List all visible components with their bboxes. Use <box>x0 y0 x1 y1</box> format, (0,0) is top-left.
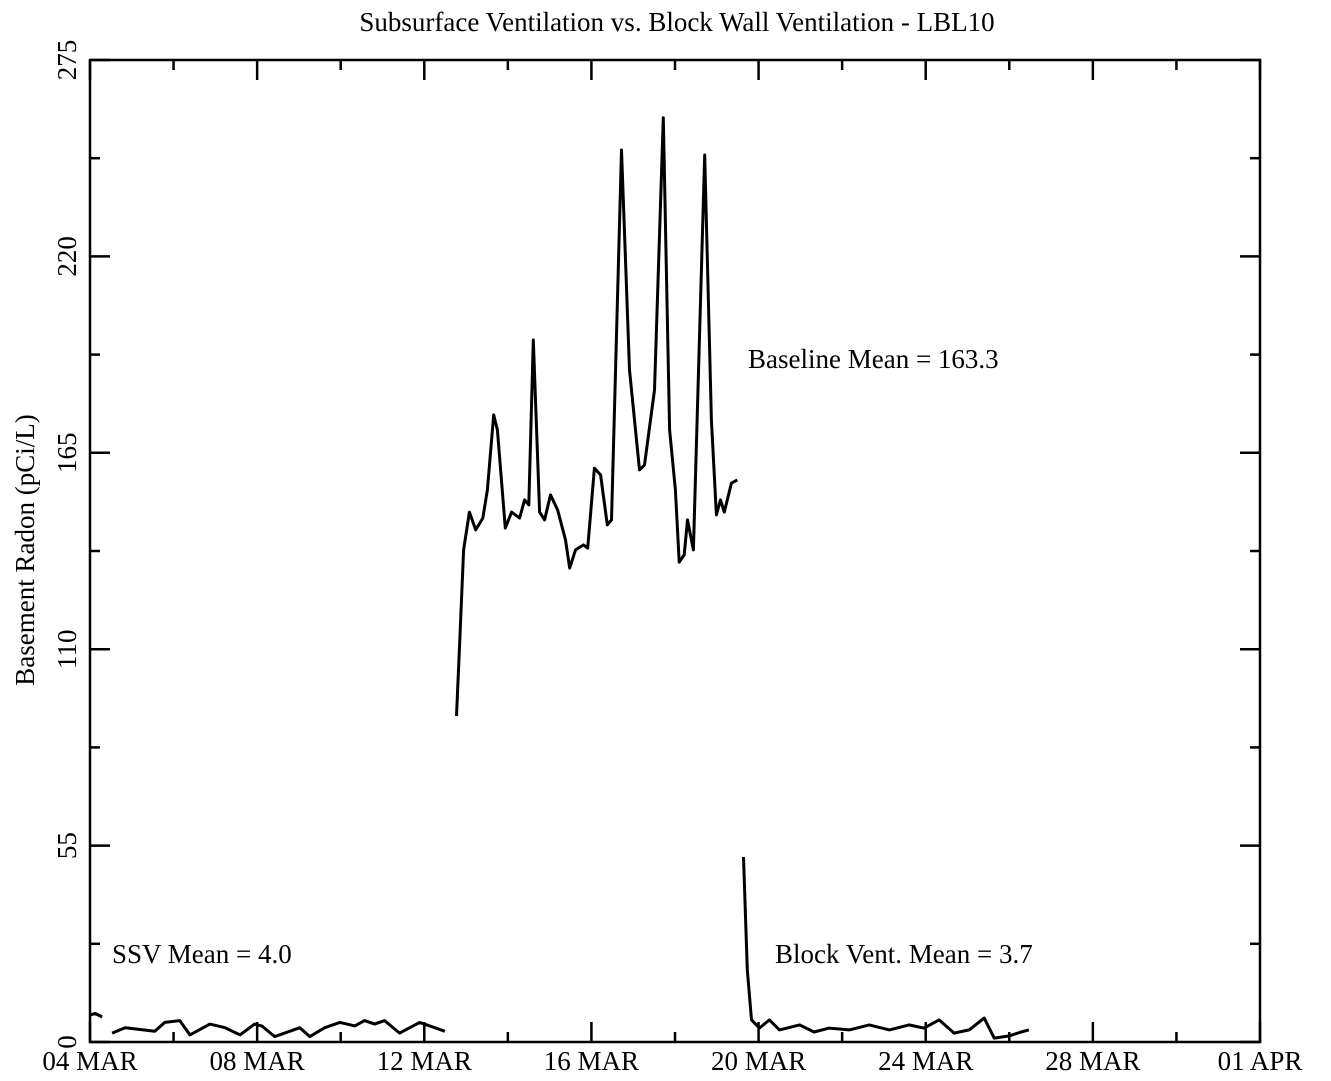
annotation: SSV Mean = 4.0 <box>112 939 292 969</box>
y-tick-label: 55 <box>52 832 82 859</box>
x-tick-label: 16 MAR <box>544 1046 639 1076</box>
annotation: Baseline Mean = 163.3 <box>748 344 999 374</box>
x-tick-label: 01 APR <box>1218 1046 1303 1076</box>
x-tick-label: 12 MAR <box>377 1046 472 1076</box>
y-tick-label: 165 <box>52 433 82 474</box>
y-tick-label: 110 <box>52 629 82 669</box>
y-tick-label: 0 <box>52 1035 82 1049</box>
annotation: Block Vent. Mean = 3.7 <box>775 939 1033 969</box>
x-tick-label: 24 MAR <box>878 1046 973 1076</box>
x-tick-label: 08 MAR <box>210 1046 305 1076</box>
chart-title: Subsurface Ventilation vs. Block Wall Ve… <box>359 7 994 37</box>
x-tick-label: 28 MAR <box>1045 1046 1140 1076</box>
y-tick-label: 275 <box>52 40 82 81</box>
x-tick-label: 04 MAR <box>42 1046 137 1076</box>
plot-frame <box>88 58 1262 1044</box>
data-line <box>89 116 1030 1040</box>
y-axis-label: Basement Radon (pCi/L) <box>10 414 40 685</box>
y-tick-label: 220 <box>52 236 82 277</box>
x-tick-label: 20 MAR <box>711 1046 806 1076</box>
